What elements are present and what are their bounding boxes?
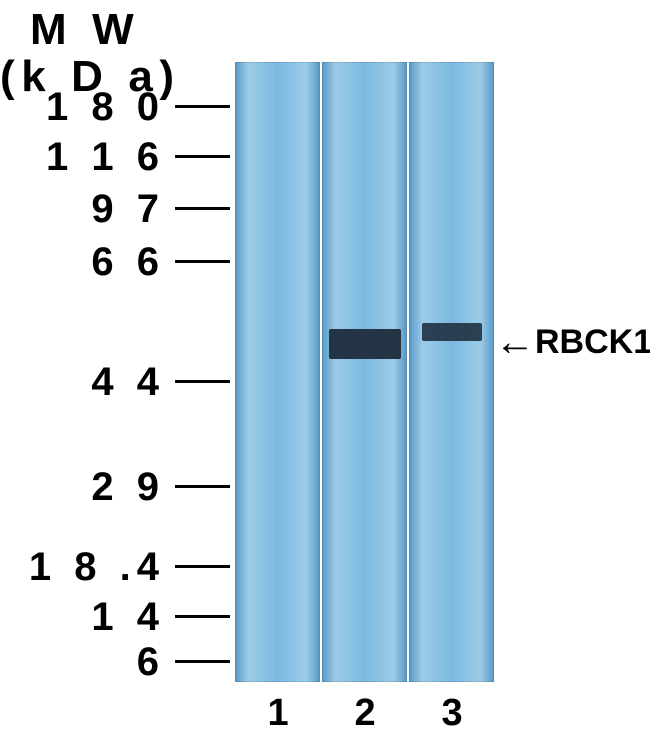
ladder-label: 1 1 6 [46, 135, 165, 180]
ladder-label: 6 [137, 640, 165, 685]
ladder-tick [175, 615, 230, 618]
ladder-tick [175, 565, 230, 568]
blot-lane [235, 62, 320, 682]
ladder-tick [175, 380, 230, 383]
ladder-tick [175, 207, 230, 210]
ladder-label: 1 8 .4 [29, 545, 165, 590]
ladder-label: 9 7 [91, 187, 165, 232]
ladder-tick [175, 660, 230, 663]
ladder-tick [175, 485, 230, 488]
protein-band [422, 323, 482, 341]
blot-lane [322, 62, 407, 682]
lane-number: 2 [355, 692, 376, 735]
lanes-container [235, 62, 494, 682]
mw-header-line1: M W [30, 5, 140, 55]
ladder-label: 1 4 [91, 595, 165, 640]
ladder-tick [175, 260, 230, 263]
ladder-tick [175, 155, 230, 158]
target-label: RBCK1 [535, 323, 650, 362]
ladder-label: 1 8 0 [46, 85, 165, 130]
target-arrow-icon: ← [495, 320, 535, 365]
ladder-label: 2 9 [91, 465, 165, 510]
protein-band [329, 329, 401, 359]
ladder-label: 6 6 [91, 240, 165, 285]
ladder-tick [175, 105, 230, 108]
target-annotation: ← RBCK1 [495, 320, 650, 365]
blot-lane [409, 62, 494, 682]
ladder-label: 4 4 [91, 360, 165, 405]
western-blot-figure: M W (k D a) 1 8 01 1 69 76 64 42 91 8 .4… [0, 0, 650, 739]
lane-number: 1 [268, 692, 289, 735]
lane-number: 3 [442, 692, 463, 735]
